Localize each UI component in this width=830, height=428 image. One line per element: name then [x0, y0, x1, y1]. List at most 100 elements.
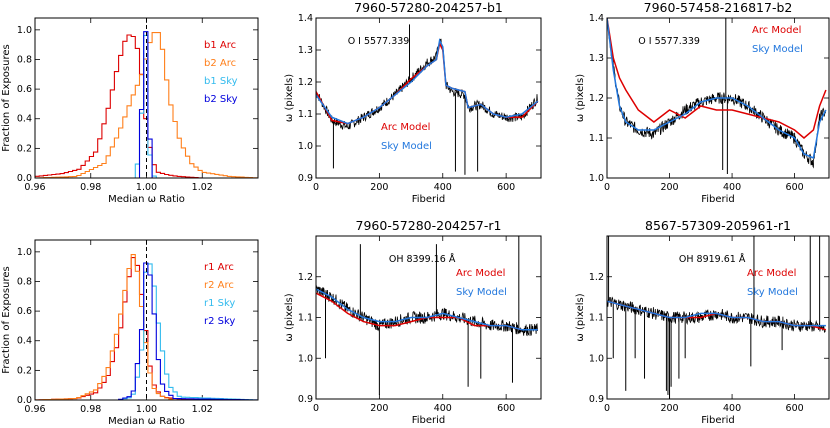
y-axis-label: ω (pixels): [284, 74, 295, 122]
y-tick-label: 1.0: [17, 247, 32, 258]
y-tick-label: 0.9: [589, 394, 604, 405]
y-axis-label: Fraction of Exposures: [1, 44, 12, 151]
x-axis-label: Median ω Ratio: [108, 194, 185, 205]
x-axis-label: Fiberid: [701, 194, 735, 205]
y-tick-label: 1.2: [589, 272, 604, 283]
x-tick-label: 200: [370, 182, 388, 193]
x-tick-label: 0.96: [24, 404, 45, 415]
legend-arc-model: Arc Model: [752, 25, 801, 36]
plot-frame: [34, 17, 259, 179]
plot-frame: [606, 17, 830, 179]
y-tick-label: 0.0: [17, 395, 32, 406]
legend-entry: b1 Arc: [204, 40, 236, 51]
y-tick-label: 1.1: [589, 133, 604, 144]
legend-entry: r2 Arc: [204, 280, 234, 291]
y-tick-label: 1.1: [589, 313, 604, 324]
y-tick-label: 1.0: [589, 353, 604, 364]
x-axis-label: Fiberid: [412, 415, 446, 426]
legend-entry: r1 Sky: [204, 298, 235, 309]
legend-entry: b2 Sky: [204, 94, 238, 105]
legend-entry: b2 Arc: [204, 58, 236, 69]
line-annotation: O I 5577.339: [348, 36, 410, 47]
y-tick-label: 0.9: [298, 173, 313, 184]
y-tick-label: 0.6: [17, 84, 32, 95]
x-tick-label: 600: [497, 403, 515, 414]
x-tick-label: 1.00: [136, 404, 157, 415]
x-tick-label: 0: [313, 182, 319, 193]
plot-frame: [315, 17, 542, 179]
x-tick-label: 1.02: [192, 182, 213, 193]
series-line-r2-sky: [35, 262, 258, 400]
chart-title: 7960-57280-204257-r1: [356, 218, 502, 233]
sky-model-line: [607, 300, 826, 327]
data-series-line: [316, 284, 538, 337]
x-tick-label: 1.02: [192, 404, 213, 415]
line-annotation: OH 8919.61 Å: [679, 253, 746, 265]
plot-frame: [34, 239, 259, 401]
y-tick-label: 1.2: [298, 272, 313, 283]
x-tick-label: 400: [434, 403, 452, 414]
legend-sky-model: Sky Model: [752, 44, 803, 55]
plot-frame: [606, 235, 830, 400]
sky-model-line: [607, 18, 827, 160]
y-tick-label: 1.1: [298, 109, 313, 120]
y-axis-label: ω (pixels): [575, 293, 586, 341]
y-tick-label: 0.0: [17, 173, 32, 184]
y-tick-label: 1.0: [298, 353, 313, 364]
x-tick-label: 0: [604, 403, 610, 414]
x-axis-label: Fiberid: [701, 415, 735, 426]
legend-arc-model: Arc Model: [381, 122, 430, 133]
y-tick-label: 0.4: [17, 336, 32, 347]
sky-model-line: [316, 288, 538, 331]
legend-entry: b1 Sky: [204, 76, 238, 87]
x-tick-label: 400: [434, 182, 452, 193]
arc-model-line: [607, 18, 827, 139]
y-tick-label: 1.0: [298, 141, 313, 152]
chart-title: 7960-57280-204257-b1: [354, 0, 503, 15]
x-axis-label: Fiberid: [412, 194, 446, 205]
y-tick-label: 0.8: [17, 276, 32, 287]
x-tick-label: 0.96: [24, 182, 45, 193]
x-tick-label: 200: [660, 182, 678, 193]
legend-sky-model: Sky Model: [456, 287, 507, 298]
y-axis-label: ω (pixels): [284, 293, 295, 341]
line-annotation: OH 8399.16 Å: [389, 253, 456, 265]
series-line-b2-sky: [35, 31, 258, 178]
x-tick-label: 0: [313, 403, 319, 414]
series-line-r1-sky: [35, 263, 258, 400]
x-tick-label: 600: [786, 182, 804, 193]
data-series-line: [316, 38, 538, 131]
x-tick-label: 1.00: [136, 182, 157, 193]
y-tick-label: 1.0: [589, 173, 604, 184]
x-tick-label: 0: [604, 182, 610, 193]
y-tick-label: 0.2: [17, 143, 32, 154]
x-tick-label: 200: [370, 403, 388, 414]
line-annotation: O I 5577.339: [638, 36, 700, 47]
legend-arc-model: Arc Model: [456, 268, 505, 279]
y-axis-label: Fraction of Exposures: [1, 266, 12, 373]
y-tick-label: 0.9: [298, 394, 313, 405]
y-tick-label: 1.1: [298, 313, 313, 324]
x-tick-label: 400: [723, 182, 741, 193]
arc-model-line: [316, 41, 539, 125]
plot-frame: [315, 235, 542, 400]
y-tick-label: 1.4: [589, 13, 604, 24]
sky-model-line: [316, 38, 539, 125]
y-tick-label: 0.4: [17, 114, 32, 125]
x-tick-label: 600: [786, 403, 804, 414]
x-tick-label: 0.98: [80, 182, 101, 193]
y-tick-label: 0.2: [17, 365, 32, 376]
y-tick-label: 1.3: [589, 53, 604, 64]
x-tick-label: 400: [723, 403, 741, 414]
chart-title: 7960-57458-216817-b2: [644, 0, 793, 15]
x-tick-label: 0.98: [80, 404, 101, 415]
y-axis-label: ω (pixels): [575, 74, 586, 122]
y-tick-label: 0.8: [17, 54, 32, 65]
legend-sky-model: Sky Model: [381, 141, 432, 152]
series-line-r2-arc: [35, 254, 258, 400]
y-tick-label: 1.0: [17, 25, 32, 36]
x-tick-label: 200: [660, 403, 678, 414]
legend-arc-model: Arc Model: [747, 268, 796, 279]
x-tick-label: 600: [497, 182, 515, 193]
data-series-line: [607, 296, 826, 333]
